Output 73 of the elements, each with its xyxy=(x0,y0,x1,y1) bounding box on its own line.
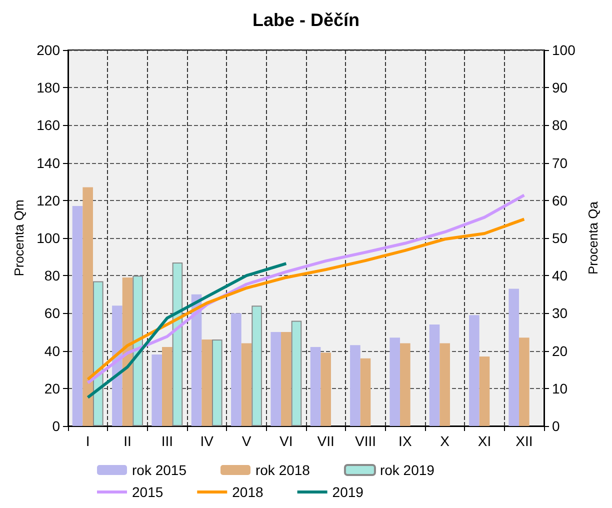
bar xyxy=(508,288,520,426)
y2-tick-label: 20 xyxy=(552,342,568,359)
line-series xyxy=(86,262,288,399)
y2-tick-label: 0 xyxy=(552,418,560,434)
y-tick-label: 140 xyxy=(36,154,60,171)
bar xyxy=(212,340,222,426)
bar xyxy=(162,347,172,426)
legend-label: 2018 xyxy=(232,484,264,500)
bar xyxy=(291,320,302,426)
bar xyxy=(281,332,292,426)
y-tick-label: 0 xyxy=(52,418,60,434)
y-tick-label: 100 xyxy=(36,230,60,246)
bar xyxy=(72,206,83,426)
y2-tick-label: 60 xyxy=(552,192,568,208)
x-tick-label: IV xyxy=(200,433,214,449)
y2-tick-label: 100 xyxy=(552,42,576,58)
bar xyxy=(429,324,440,426)
bar xyxy=(152,354,162,426)
bar xyxy=(519,338,530,426)
chart-title: Labe - Děčín xyxy=(252,10,360,30)
bar xyxy=(440,343,450,426)
bar xyxy=(92,281,104,426)
y-tick-label: 180 xyxy=(36,80,60,96)
bar xyxy=(310,347,321,426)
y2-tick-label: 80 xyxy=(552,117,568,134)
y2-axis-title: Procenta Qa xyxy=(585,200,600,274)
x-tick-label: VIII xyxy=(354,433,376,449)
x-tick-label: XII xyxy=(516,433,533,449)
x-tick-label: I xyxy=(86,433,90,449)
y-tick-label: 160 xyxy=(36,117,60,134)
x-tick-label: VI xyxy=(280,433,293,449)
bar xyxy=(350,345,360,426)
y2-tick-label: 30 xyxy=(552,305,568,322)
legend-label: rok 2019 xyxy=(380,462,435,478)
y2-tick-label: 40 xyxy=(552,268,568,284)
x-tick-label: VII xyxy=(317,433,334,449)
bar xyxy=(231,313,242,426)
x-tick-label: X xyxy=(440,433,450,449)
bar xyxy=(390,338,400,426)
bar xyxy=(122,277,133,426)
x-tick-label: XI xyxy=(478,433,492,449)
x-tick-label: II xyxy=(124,433,132,449)
legend-label: rok 2018 xyxy=(255,462,310,478)
y2-tick-label: 70 xyxy=(552,154,568,171)
y-tick-label: 80 xyxy=(44,268,60,284)
y-tick-label: 60 xyxy=(44,305,60,322)
bar xyxy=(479,356,490,426)
x-tick-label: IX xyxy=(398,433,412,449)
y2-tick-label: 90 xyxy=(552,80,568,96)
bar xyxy=(270,332,282,426)
bar xyxy=(172,262,183,426)
bar xyxy=(241,343,252,426)
bar xyxy=(112,306,122,426)
bar xyxy=(360,358,371,426)
bar xyxy=(469,315,480,426)
bar xyxy=(320,352,331,426)
bar xyxy=(82,187,93,426)
y-tick-label: 120 xyxy=(36,192,60,208)
x-tick-label: III xyxy=(161,433,174,449)
y2-tick-label: 50 xyxy=(552,230,568,246)
y-axis-title: Procenta Qm xyxy=(12,200,27,276)
y-tick-label: 40 xyxy=(44,342,60,359)
legend-label: 2019 xyxy=(332,484,364,500)
bar xyxy=(202,340,212,426)
y2-tick-label: 10 xyxy=(552,380,568,396)
y-tick-label: 200 xyxy=(36,42,60,58)
legend-label: 2015 xyxy=(132,484,164,500)
y-tick-label: 20 xyxy=(44,380,60,396)
bar xyxy=(400,343,410,426)
legend-label: rok 2015 xyxy=(132,462,187,478)
x-tick-label: V xyxy=(242,433,252,449)
bar xyxy=(132,276,143,426)
bar xyxy=(252,306,262,426)
